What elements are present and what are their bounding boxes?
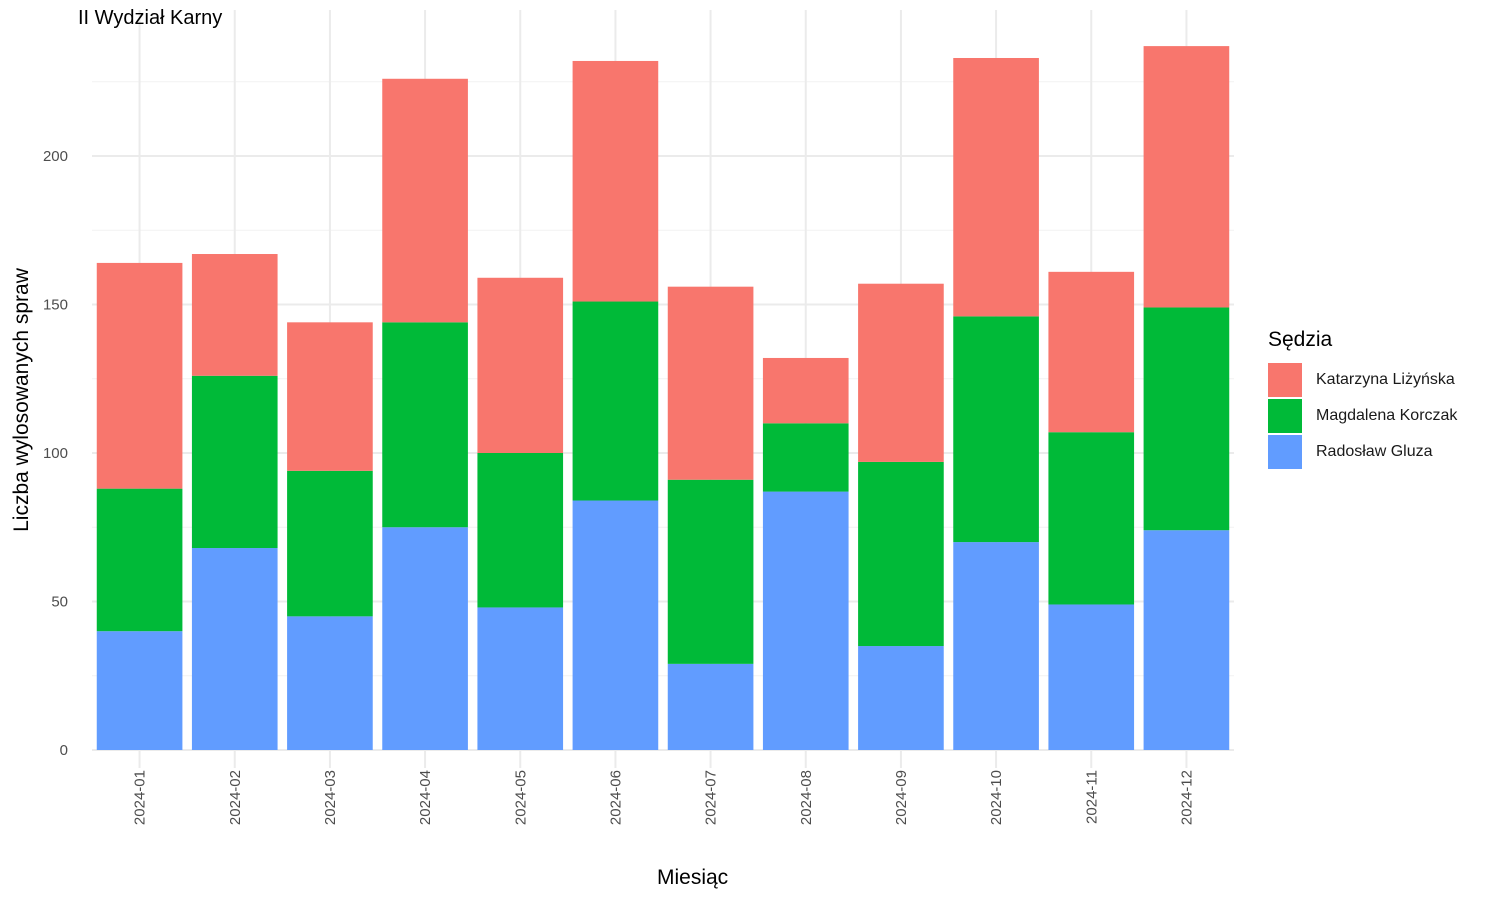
legend-swatch bbox=[1268, 399, 1302, 433]
bar-segment bbox=[572, 301, 659, 501]
bar-segment bbox=[858, 461, 944, 647]
y-axis-label: Liczba wylosowanych spraw bbox=[10, 268, 33, 532]
x-tick-label: 2024-06 bbox=[607, 770, 624, 825]
x-tick-label: 2024-08 bbox=[798, 770, 815, 825]
bar-segment bbox=[667, 663, 754, 750]
bar-segment bbox=[191, 375, 278, 549]
legend-item: Magdalena Korczak bbox=[1268, 398, 1457, 434]
legend-swatch bbox=[1268, 435, 1302, 469]
legend-item: Katarzyna Liżyńska bbox=[1268, 362, 1457, 398]
bar-segment bbox=[1143, 46, 1230, 308]
legend-title: Sędzia bbox=[1268, 328, 1333, 351]
bar-segment bbox=[477, 277, 564, 453]
x-tick-label: 2024-09 bbox=[893, 770, 910, 825]
x-tick-label: 2024-07 bbox=[703, 770, 720, 825]
legend-item: Radosław Gluza bbox=[1268, 434, 1457, 470]
bar-segment bbox=[287, 616, 373, 750]
tick-labels: 0 50 100 150 200 2024-01 2024-02 2024-03 2024-04… bbox=[43, 148, 1195, 825]
bar-segment bbox=[762, 423, 849, 492]
bars bbox=[96, 46, 1230, 750]
bar-segment bbox=[953, 316, 1039, 543]
bar-segment bbox=[287, 322, 373, 471]
bar-segment bbox=[382, 78, 468, 323]
x-tick-label: 2024-11 bbox=[1083, 770, 1100, 824]
bar-segment bbox=[667, 286, 754, 480]
y-tick-label: 100 bbox=[43, 445, 68, 462]
bar-segment bbox=[382, 527, 468, 750]
x-tick-label: 2024-04 bbox=[417, 770, 434, 825]
legend-label: Katarzyna Liżyńska bbox=[1316, 371, 1455, 388]
bar-segment bbox=[858, 646, 944, 750]
x-tick-label: 2024-10 bbox=[988, 770, 1005, 825]
legend: Sędzia Katarzyna Liżyńska Magdalena Korc… bbox=[1268, 328, 1457, 470]
x-tick-label: 2024-03 bbox=[322, 770, 339, 825]
bar-segment bbox=[1143, 530, 1230, 750]
bar-segment bbox=[477, 453, 564, 608]
x-tick-label: 2024-01 bbox=[132, 770, 149, 825]
bar-segment bbox=[858, 283, 944, 462]
bar-segment bbox=[953, 57, 1039, 317]
bar-segment bbox=[191, 548, 278, 750]
bar-segment bbox=[477, 607, 564, 750]
y-tick-label: 50 bbox=[51, 594, 68, 611]
bar-segment bbox=[382, 322, 468, 528]
bar-segment bbox=[572, 60, 659, 302]
chart-title: II Wydział Karny bbox=[78, 7, 223, 29]
legend-swatch bbox=[1268, 363, 1302, 397]
legend-label: Radosław Gluza bbox=[1316, 443, 1433, 460]
bar-segment bbox=[1048, 271, 1135, 433]
bar-segment bbox=[96, 631, 183, 750]
bar-segment bbox=[953, 542, 1039, 750]
y-tick-label: 150 bbox=[43, 297, 68, 314]
bar-segment bbox=[1048, 604, 1135, 750]
bar-segment bbox=[96, 488, 183, 632]
y-tick-label: 0 bbox=[60, 742, 68, 759]
x-axis-label: Miesiąc bbox=[657, 866, 729, 889]
bar-segment bbox=[1143, 307, 1230, 531]
bar-segment bbox=[762, 491, 849, 750]
y-tick-label: 200 bbox=[43, 148, 68, 165]
x-tick-label: 2024-05 bbox=[512, 770, 529, 825]
x-tick-label: 2024-12 bbox=[1178, 770, 1195, 825]
x-tick-label: 2024-02 bbox=[227, 770, 244, 825]
bar-segment bbox=[667, 479, 754, 664]
legend-label: Magdalena Korczak bbox=[1316, 407, 1458, 424]
bar-segment bbox=[191, 254, 278, 376]
bar-segment bbox=[287, 470, 373, 617]
bar-segment bbox=[572, 500, 659, 750]
bar-segment bbox=[1048, 432, 1135, 605]
bar-segment bbox=[96, 262, 183, 489]
bar-segment bbox=[762, 357, 849, 424]
